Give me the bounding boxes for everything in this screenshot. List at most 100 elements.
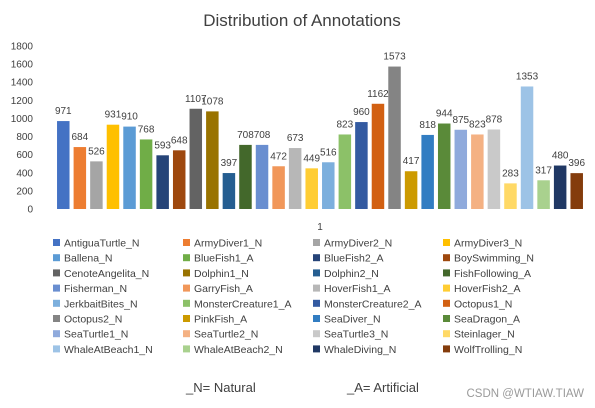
legend-swatch-21 <box>183 315 190 322</box>
legend-label-8: CenoteAngelita_N <box>64 268 149 280</box>
y-tick-label-0: 0 <box>27 205 33 216</box>
legend-swatch-22 <box>313 315 320 322</box>
legend-swatch-1 <box>183 239 190 246</box>
legend-label-14: HoverFish1_A <box>324 283 391 295</box>
bar-8 <box>189 108 203 209</box>
bar-30 <box>553 165 567 209</box>
y-tick-label-9: 1800 <box>11 42 34 53</box>
legend-item-7: BoySwimming_N <box>443 253 534 265</box>
legend-swatch-6 <box>313 254 320 262</box>
data-label-0: 971 <box>55 106 72 117</box>
legend-label-16: JerkbaitBites_N <box>64 298 138 310</box>
legend-swatch-29 <box>183 345 190 353</box>
data-label-23: 944 <box>436 109 453 120</box>
legend-swatch-12 <box>53 284 60 292</box>
data-label-16: 516 <box>320 147 337 158</box>
data-label-10: 397 <box>221 158 238 169</box>
legend-swatch-25 <box>183 330 190 338</box>
legend-swatch-26 <box>313 330 320 338</box>
data-label-26: 878 <box>486 114 503 125</box>
legend-swatch-2 <box>313 239 320 246</box>
legend-item-16: JerkbaitBites_N <box>53 298 138 310</box>
y-tick-label-8: 1600 <box>11 60 34 71</box>
bars-group <box>57 66 583 209</box>
bar-4 <box>123 126 136 209</box>
legend-swatch-18 <box>313 299 320 307</box>
bar-20 <box>388 66 401 209</box>
bar-23 <box>437 123 451 209</box>
legend-label-24: SeaTurtle1_N <box>64 329 128 341</box>
data-label-19: 1162 <box>367 89 389 100</box>
bar-1 <box>73 147 87 209</box>
bar-24 <box>454 129 468 209</box>
legend-label-29: WhaleAtBeach2_N <box>194 344 283 356</box>
legend-swatch-9 <box>183 269 190 277</box>
data-label-7: 648 <box>171 135 188 146</box>
legend-item-14: HoverFish1_A <box>313 283 391 295</box>
y-tick-label-3: 600 <box>16 150 33 161</box>
bar-31 <box>570 173 583 209</box>
bar-9 <box>206 111 219 209</box>
legend-label-25: SeaTurtle2_N <box>194 329 258 341</box>
bar-25 <box>471 134 484 209</box>
bar-17 <box>338 134 352 209</box>
data-label-30: 480 <box>552 151 569 162</box>
legend-item-25: SeaTurtle2_N <box>183 329 258 341</box>
legend-item-6: BlueFish2_A <box>313 253 384 265</box>
legend-item-20: Octopus2_N <box>53 314 122 326</box>
legend-item-28: WhaleAtBeach1_N <box>53 344 153 356</box>
legend-item-1: ArmyDiver1_N <box>183 238 262 250</box>
legend-item-21: PinkFish_A <box>183 314 247 326</box>
bar-28 <box>520 86 534 209</box>
bar-29 <box>537 180 550 209</box>
legend-label-17: MonsterCreature1_A <box>194 298 291 310</box>
legend-swatch-19 <box>443 299 450 307</box>
legend-label-3: ArmyDiver3_N <box>454 238 522 250</box>
legend-label-15: HoverFish2_A <box>454 283 521 295</box>
y-axis-ticks: 0 200 400 600 800 1000 1200 1400 1600 1800 <box>11 42 34 216</box>
bar-12 <box>255 144 269 209</box>
legend-item-29: WhaleAtBeach2_N <box>183 344 283 356</box>
legend-swatch-28 <box>53 345 60 353</box>
legend-swatch-27 <box>443 330 450 338</box>
data-label-11: 708 <box>237 130 254 141</box>
bar-7 <box>172 150 186 209</box>
legend-label-18: MonsterCreature2_A <box>324 298 421 310</box>
legend-item-2: ArmyDiver2_N <box>313 238 392 250</box>
legend-item-9: Dolphin1_N <box>183 268 249 280</box>
y-tick-label-1: 200 <box>16 186 33 197</box>
data-label-1: 684 <box>72 132 89 143</box>
legend-swatch-4 <box>53 254 60 262</box>
legend-swatch-11 <box>443 269 450 277</box>
legend-item-13: GarryFish_A <box>183 283 253 295</box>
x-category-label-0: 1 <box>317 222 323 233</box>
bar-10 <box>222 173 236 209</box>
data-label-20: 1573 <box>383 52 406 63</box>
legend-swatch-17 <box>183 299 190 307</box>
legend-swatch-24 <box>53 330 60 338</box>
y-tick-label-7: 1400 <box>11 78 34 89</box>
legend-label-31: WolfTrolling_N <box>454 344 522 356</box>
data-label-21: 417 <box>403 156 420 167</box>
legend-label-22: SeaDiver_N <box>324 314 381 326</box>
legend-swatch-13 <box>183 284 190 292</box>
data-label-27: 283 <box>502 168 519 179</box>
data-label-29: 317 <box>535 165 552 176</box>
legend-label-26: SeaTurtle3_N <box>324 329 388 341</box>
legend-label-21: PinkFish_A <box>194 314 247 326</box>
bar-16 <box>322 162 335 209</box>
legend-swatch-3 <box>443 239 450 246</box>
legend-item-3: ArmyDiver3_N <box>443 238 522 250</box>
y-tick-label-4: 800 <box>16 132 33 143</box>
legend-swatch-31 <box>443 345 450 353</box>
bar-3 <box>106 124 120 209</box>
legend-item-4: Ballena_N <box>53 253 112 265</box>
data-label-28: 1353 <box>516 71 539 82</box>
legend-item-27: Steinlager_N <box>443 329 515 341</box>
legend-swatch-16 <box>53 299 60 307</box>
legend-label-1: ArmyDiver1_N <box>194 238 262 250</box>
data-label-18: 960 <box>353 107 370 118</box>
legend: AntiguaTurtle_N ArmyDiver1_N ArmyDiver2_N A… <box>53 238 534 356</box>
legend-label-2: ArmyDiver2_N <box>324 238 392 250</box>
